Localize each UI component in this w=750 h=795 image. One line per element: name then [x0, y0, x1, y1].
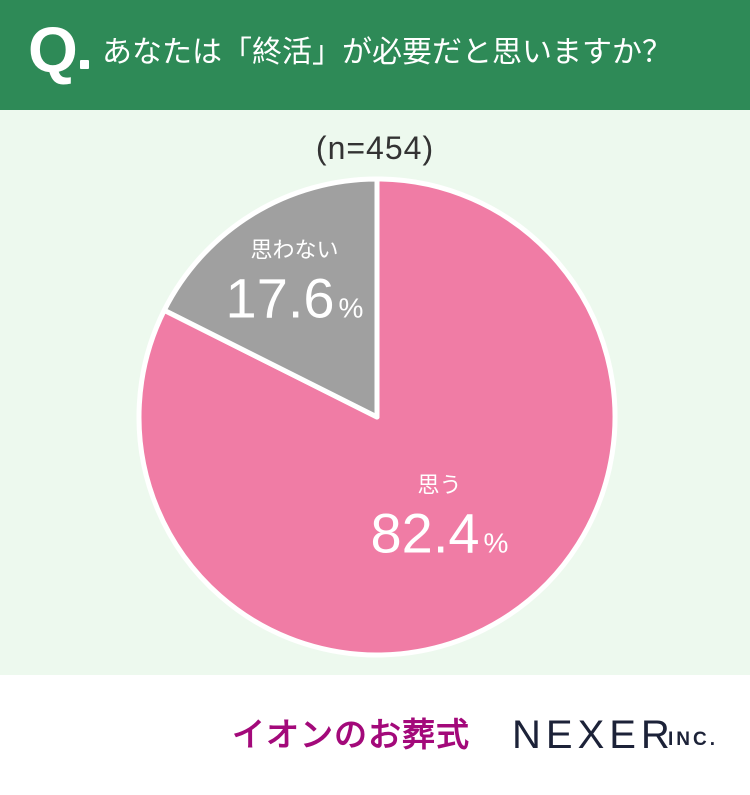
slice-value-1: 17.6%	[226, 266, 364, 329]
nexer-logo: NEXER	[512, 713, 675, 757]
slice-label-1: 思わない	[250, 238, 338, 263]
question-header: Q あなたは「終活」が必要だと思いますか？	[0, 0, 750, 110]
q-dot	[80, 60, 89, 69]
slice-label-0: 思う	[417, 473, 461, 498]
slice-value-0: 82.4%	[371, 501, 509, 564]
q-mark: Q	[28, 14, 78, 86]
aeon-logo: イオンのお葬式	[232, 715, 470, 754]
chart-area: (n=454) 思う 82.4% 思わない 17.6%	[0, 110, 750, 675]
footer: イオンのお葬式 NEXER INC.	[0, 675, 750, 795]
pie-slice-1	[161, 176, 380, 420]
question-text: あなたは「終活」が必要だと思いますか？	[102, 35, 672, 70]
sample-size-label: (n=454)	[315, 130, 435, 166]
pie-chart: 思う 82.4 % 思わない 17.6%	[136, 176, 618, 658]
nexer-logo-suffix: INC.	[668, 729, 718, 750]
